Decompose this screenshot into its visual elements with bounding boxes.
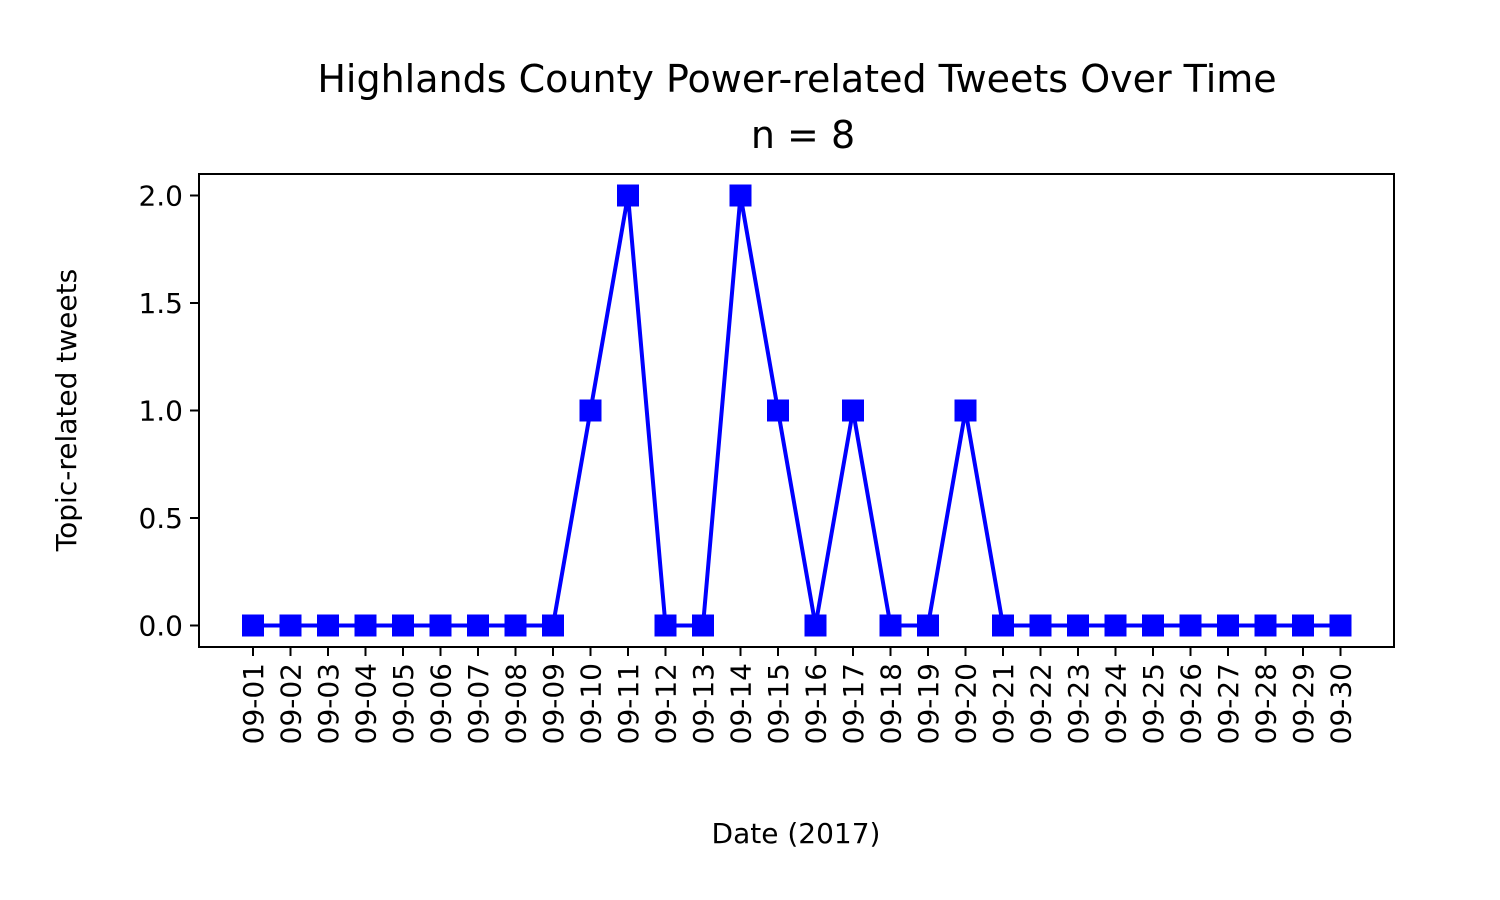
chart-title: Highlands County Power-related Tweets Ov… <box>317 57 1276 101</box>
x-tick-label: 09-01 <box>237 663 270 744</box>
x-tick-label: 09-28 <box>1250 663 1283 744</box>
x-tick-label: 09-29 <box>1287 663 1320 744</box>
x-tick-label: 09-25 <box>1137 663 1170 744</box>
data-point <box>279 614 302 637</box>
x-tick-label: 09-07 <box>462 663 495 744</box>
data-point <box>317 614 339 637</box>
x-tick-label: 09-02 <box>275 663 308 744</box>
data-point <box>1292 614 1314 637</box>
x-tick-label: 09-05 <box>387 663 420 744</box>
x-tick-label: 09-14 <box>725 663 758 744</box>
y-tick-label: 0.0 <box>138 610 183 643</box>
x-tick-label: 09-12 <box>650 663 683 744</box>
y-tick-label: 0.5 <box>138 502 183 535</box>
x-tick-label: 09-17 <box>837 663 870 744</box>
data-point <box>879 614 902 637</box>
x-tick-label: 09-06 <box>425 663 458 744</box>
data-point <box>1104 614 1127 637</box>
x-tick-label: 09-22 <box>1025 663 1058 744</box>
x-tick-label: 09-30 <box>1325 663 1358 744</box>
x-tick-label: 09-13 <box>687 663 720 744</box>
x-tick-label: 09-03 <box>312 663 345 744</box>
data-point <box>992 614 1014 637</box>
data-point <box>654 614 677 637</box>
data-point <box>729 184 752 207</box>
x-tick-label: 09-18 <box>875 663 908 744</box>
x-tick-label: 09-20 <box>950 663 983 744</box>
chart-subtitle: n = 8 <box>751 113 855 157</box>
data-point <box>504 614 527 637</box>
x-tick-label: 09-10 <box>575 663 608 744</box>
data-point <box>242 614 264 637</box>
x-tick-label: 09-15 <box>762 663 795 744</box>
data-point <box>429 614 452 637</box>
y-tick-label: 1.0 <box>138 395 183 428</box>
data-point <box>804 614 827 637</box>
plot-area: 0.0 0.5 1.0 1.5 2.0 09-01 09-02 09-03 09-04 09-05… <box>138 173 1395 744</box>
data-point <box>917 614 939 637</box>
data-point <box>467 614 489 637</box>
data-point <box>1329 614 1352 637</box>
x-tick-label: 09-26 <box>1175 663 1208 744</box>
x-axis-label: Date (2017) <box>712 817 881 850</box>
data-point <box>1179 614 1202 637</box>
y-tick-label: 1.5 <box>138 287 183 320</box>
data-point <box>1067 614 1089 637</box>
data-point <box>392 614 414 637</box>
data-point <box>579 399 602 422</box>
data-point <box>1217 614 1239 637</box>
data-point <box>542 614 564 637</box>
x-tick-label: 09-27 <box>1212 663 1245 744</box>
x-tick-label: 09-24 <box>1100 663 1133 744</box>
data-point <box>1029 614 1052 637</box>
x-tick-label: 09-09 <box>537 663 570 744</box>
x-tick-label: 09-04 <box>350 663 383 744</box>
x-tick-label: 09-21 <box>987 663 1020 744</box>
data-point <box>767 399 789 422</box>
y-axis-label: Topic-related tweets <box>50 269 83 552</box>
plot-frame <box>198 173 1395 648</box>
x-tick-label: 09-19 <box>912 663 945 744</box>
x-tick-label: 09-08 <box>500 663 533 744</box>
data-point <box>1254 614 1277 637</box>
data-point <box>954 399 977 422</box>
data-point <box>1142 614 1164 637</box>
data-point <box>617 184 639 207</box>
data-point <box>692 614 714 637</box>
y-tick-label: 2.0 <box>138 180 183 213</box>
x-tick-label: 09-16 <box>800 663 833 744</box>
series-line <box>253 195 1341 628</box>
data-point <box>354 614 377 637</box>
x-tick-label: 09-23 <box>1062 663 1095 744</box>
x-tick-label: 09-11 <box>612 663 645 744</box>
data-point <box>842 399 864 422</box>
